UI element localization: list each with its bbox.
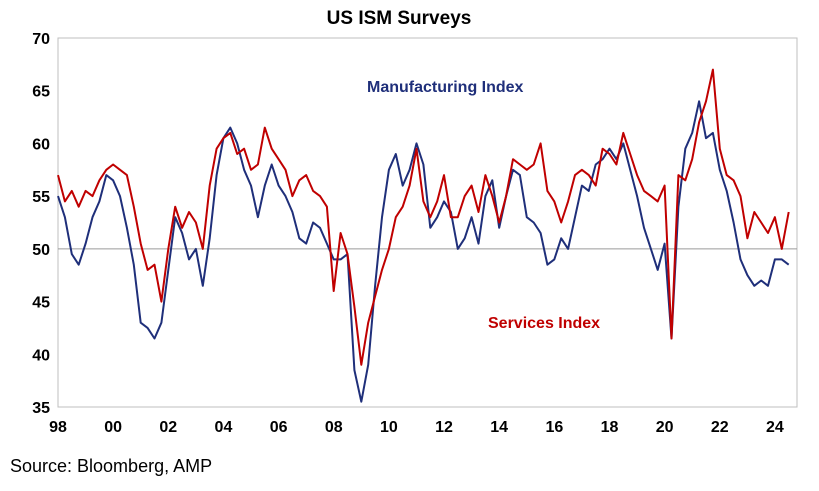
x-tick-label: 06: [270, 419, 288, 436]
y-axis: 35 40 45 50 55 60 65 70: [32, 31, 50, 417]
x-tick-label: 18: [601, 419, 619, 436]
x-tick-label: 22: [711, 419, 729, 436]
x-tick-label: 20: [656, 419, 674, 436]
y-tick-label: 70: [32, 31, 50, 48]
y-tick-label: 40: [32, 347, 50, 364]
series-layer: [57, 68, 790, 403]
y-tick-label: 65: [32, 84, 50, 101]
x-tick-label: 12: [435, 419, 453, 436]
x-axis: 98 00 02 04 06 08 10 12 14 16 18 20 22 24: [49, 419, 784, 436]
annotation-services: Services Index: [488, 315, 600, 332]
manufacturing-index-line: [57, 100, 790, 403]
services-index-line: [57, 68, 790, 366]
x-tick-label: 00: [104, 419, 122, 436]
x-tick-label: 24: [766, 419, 784, 436]
y-tick-label: 45: [32, 295, 50, 312]
y-tick-label: 35: [32, 400, 50, 417]
plot-frame: [57, 37, 798, 408]
x-tick-label: 08: [325, 419, 343, 436]
x-tick-label: 98: [49, 419, 67, 436]
annotation-manufacturing: Manufacturing Index: [367, 79, 524, 96]
x-tick-label: 16: [545, 419, 563, 436]
y-tick-label: 55: [32, 189, 50, 206]
x-tick-label: 04: [215, 419, 233, 436]
x-tick-label: 10: [380, 419, 398, 436]
y-tick-label: 50: [32, 242, 50, 259]
chart-title: US ISM Surveys: [327, 8, 472, 29]
y-tick-label: 60: [32, 136, 50, 153]
x-tick-label: 14: [490, 419, 508, 436]
x-tick-label: 02: [159, 419, 177, 436]
source-note: Source: Bloomberg, AMP: [10, 456, 213, 476]
